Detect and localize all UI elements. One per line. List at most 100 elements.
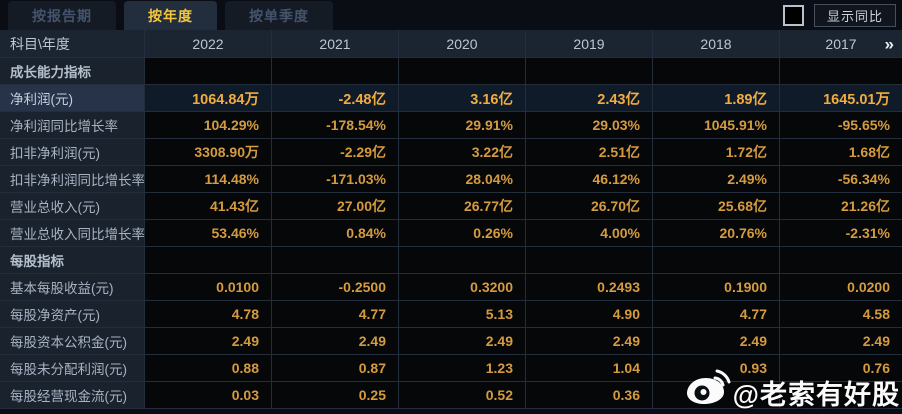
value-cell: [653, 382, 780, 409]
row-label: 基本每股收益(元): [0, 274, 145, 301]
value-cell: 2.49: [526, 328, 653, 355]
value-cell: 21.26亿: [780, 193, 902, 220]
value-cell: 0.0200: [780, 274, 902, 301]
section-row: 成长能力指标: [0, 58, 902, 85]
value-cell: -2.31%: [780, 220, 902, 247]
value-cell: [526, 247, 653, 274]
value-cell: 4.77: [272, 301, 399, 328]
value-cell: [145, 247, 272, 274]
table-row: 营业总收入同比增长率 53.46% 0.84% 0.26% 4.00% 20.76% -2.…: [0, 220, 902, 247]
value-cell: 29.91%: [399, 112, 526, 139]
value-cell: 25.68亿: [653, 193, 780, 220]
value-cell: 20.76%: [653, 220, 780, 247]
row-label: 营业总收入(元): [0, 193, 145, 220]
table-row: 营业总收入(元) 41.43亿 27.00亿 26.77亿 26.70亿 25.68亿 21…: [0, 193, 902, 220]
row-label: 每股资本公积金(元): [0, 328, 145, 355]
row-label: 扣非净利润同比增长率: [0, 166, 145, 193]
table-body: 成长能力指标 净利润(元) 1064.84万 -2.48亿 3.16亿 2.43亿 1.89…: [0, 58, 902, 409]
value-cell: [272, 247, 399, 274]
value-cell: 41.43亿: [145, 193, 272, 220]
value-cell: 3.22亿: [399, 139, 526, 166]
table-row: 净利润同比增长率 104.29% -178.54% 29.91% 29.03% 1045.…: [0, 112, 902, 139]
value-cell: 1.04: [526, 355, 653, 382]
value-cell: 2.49%: [653, 166, 780, 193]
value-cell: 4.00%: [526, 220, 653, 247]
table-row: 基本每股收益(元) 0.0100 -0.2500 0.3200 0.2493 0.1900…: [0, 274, 902, 301]
value-cell: 1.23: [399, 355, 526, 382]
value-cell: 1.72亿: [653, 139, 780, 166]
value-cell: 0.25: [272, 382, 399, 409]
table-header-row: 科目\年度 2022 2021 2020 2019 2018 2017 »: [0, 30, 902, 58]
row-label: 净利润(元): [0, 85, 145, 112]
year-header-2021: 2021: [272, 30, 399, 58]
value-cell: -56.34%: [780, 166, 902, 193]
row-label: 每股经营现金流(元): [0, 382, 145, 409]
value-cell: 0.3200: [399, 274, 526, 301]
row-label: 每股未分配利润(元): [0, 355, 145, 382]
year-header-2020: 2020: [399, 30, 526, 58]
value-cell: -178.54%: [272, 112, 399, 139]
year-header-label: 2021: [319, 35, 351, 52]
value-cell: 1064.84万: [145, 85, 272, 112]
row-label: 营业总收入同比增长率: [0, 220, 145, 247]
year-header-label: 2020: [446, 35, 478, 52]
value-cell: 2.49: [399, 328, 526, 355]
value-cell: 4.77: [653, 301, 780, 328]
value-cell: -0.2500: [272, 274, 399, 301]
table-row: 净利润(元) 1064.84万 -2.48亿 3.16亿 2.43亿 1.89亿 1645.…: [0, 85, 902, 112]
value-cell: [653, 58, 780, 85]
value-cell: [272, 58, 399, 85]
tab-0[interactable]: 按报告期: [8, 1, 116, 30]
value-cell: 1045.91%: [653, 112, 780, 139]
value-cell: 5.13: [399, 301, 526, 328]
row-label: 扣非净利润(元): [0, 139, 145, 166]
tab-bar: 按报告期 按年度 按单季度 显示同比: [0, 0, 902, 30]
value-cell: [780, 247, 902, 274]
row-label: 每股净资产(元): [0, 301, 145, 328]
year-header-2018: 2018: [653, 30, 780, 58]
value-cell: 2.49: [145, 328, 272, 355]
value-cell: 0.52: [399, 382, 526, 409]
row-label: 净利润同比增长率: [0, 112, 145, 139]
value-cell: 1.68亿: [780, 139, 902, 166]
corner-header-cell: 科目\年度: [0, 30, 145, 58]
value-cell: 0.0100: [145, 274, 272, 301]
year-header-2022: 2022: [145, 30, 272, 58]
value-cell: 2.49: [272, 328, 399, 355]
value-cell: 26.70亿: [526, 193, 653, 220]
value-cell: 46.12%: [526, 166, 653, 193]
value-cell: 2.51亿: [526, 139, 653, 166]
table-row: 每股经营现金流(元) 0.03 0.25 0.52 0.36: [0, 382, 902, 409]
value-cell: 4.78: [145, 301, 272, 328]
value-cell: 0.2493: [526, 274, 653, 301]
value-cell: 0.03: [145, 382, 272, 409]
value-cell: 1.89亿: [653, 85, 780, 112]
yoy-toggle-button[interactable]: 显示同比: [813, 4, 896, 27]
year-header-label: 2017: [825, 35, 857, 52]
table-row: 每股净资产(元) 4.78 4.77 5.13 4.90 4.77 4.58: [0, 301, 902, 328]
year-header-label: 2018: [700, 35, 732, 52]
section-row: 每股指标: [0, 247, 902, 274]
tab-1-active[interactable]: 按年度: [124, 1, 217, 30]
value-cell: [145, 58, 272, 85]
row-label: 成长能力指标: [0, 58, 145, 85]
year-header-label: 2019: [573, 35, 605, 52]
table-row: 扣非净利润(元) 3308.90万 -2.29亿 3.22亿 2.51亿 1.72亿 1.6…: [0, 139, 902, 166]
value-cell: 0.76: [780, 355, 902, 382]
value-cell: 2.43亿: [526, 85, 653, 112]
value-cell: 1645.01万: [780, 85, 902, 112]
yoy-checkbox[interactable]: [782, 5, 804, 26]
table-row: 扣非净利润同比增长率 114.48% -171.03% 28.04% 46.12% 2.4…: [0, 166, 902, 193]
period-tabs: 按报告期 按年度 按单季度: [0, 0, 333, 30]
value-cell: 2.49: [653, 328, 780, 355]
row-label: 每股指标: [0, 247, 145, 274]
value-cell: 0.26%: [399, 220, 526, 247]
value-cell: -2.48亿: [272, 85, 399, 112]
value-cell: [526, 58, 653, 85]
table-row: 每股资本公积金(元) 2.49 2.49 2.49 2.49 2.49 2.49: [0, 328, 902, 355]
value-cell: 27.00亿: [272, 193, 399, 220]
value-cell: 0.36: [526, 382, 653, 409]
tab-2[interactable]: 按单季度: [225, 1, 333, 30]
more-years-icon[interactable]: »: [884, 34, 894, 53]
